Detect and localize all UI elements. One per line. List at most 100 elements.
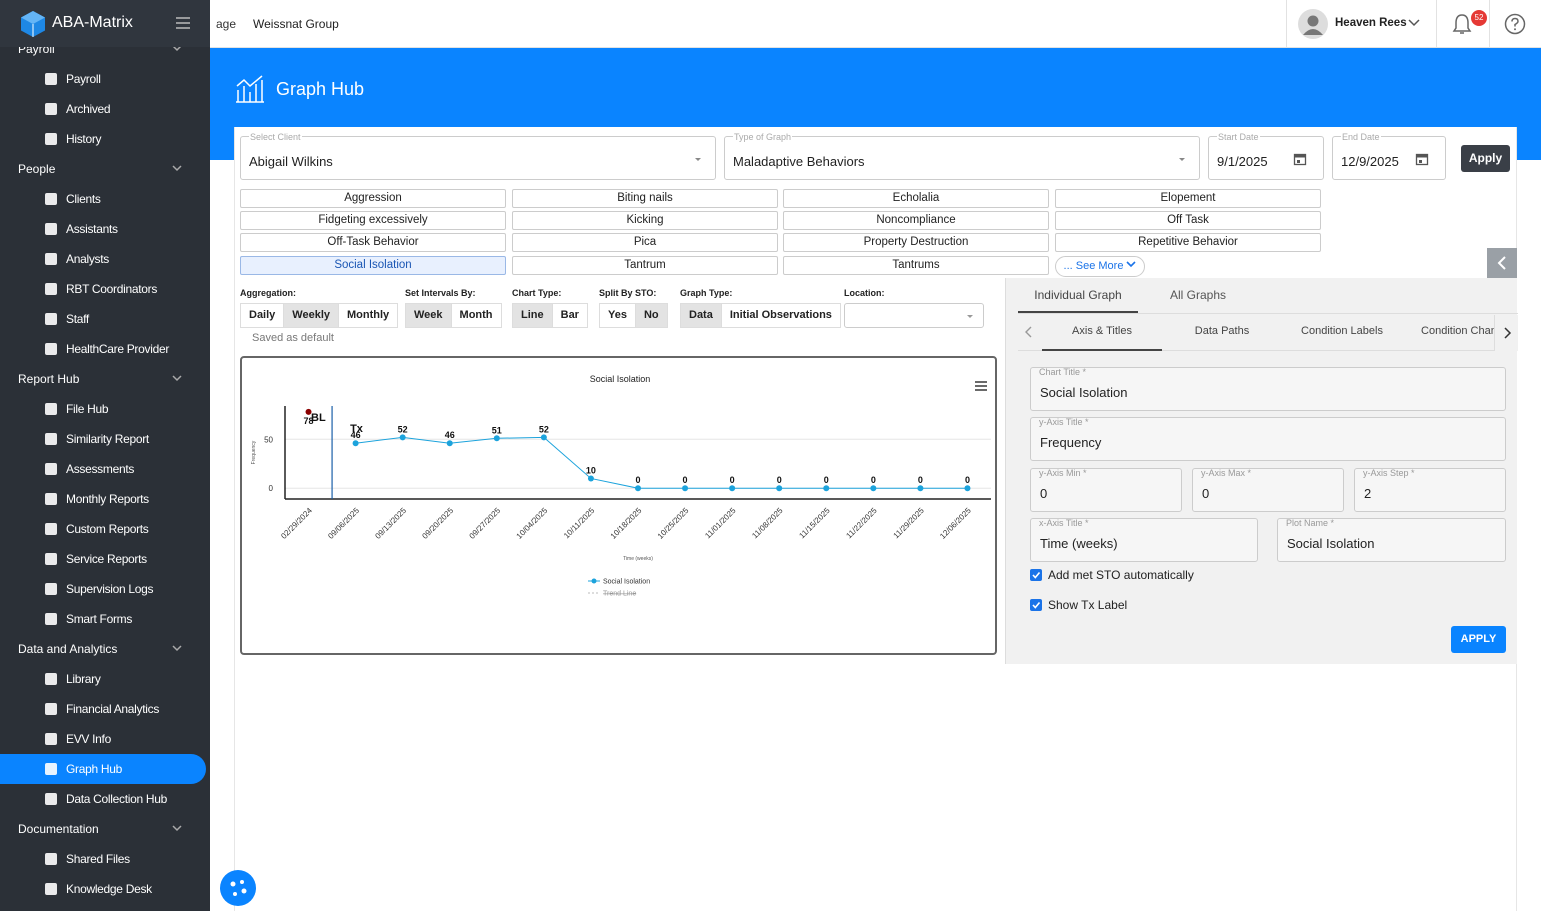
behavior-button[interactable]: Pica [512,233,778,252]
behavior-button[interactable]: Fidgeting excessively [240,211,506,230]
field-label: y-Axis Step * [1363,468,1415,478]
behavior-button[interactable]: Tantrums [783,256,1049,275]
nav-item[interactable]: Monthly Reports [66,492,149,506]
subtab[interactable]: Condition Labels [1301,325,1383,337]
see-more[interactable]: ... See More [1055,256,1145,277]
behavior-button[interactable]: Tantrum [512,256,778,275]
toggle-option[interactable]: Monthly [338,303,399,328]
avatar[interactable] [1298,9,1328,39]
behavior-button[interactable]: Echolalia [783,189,1049,208]
subtab-prev[interactable] [1024,326,1034,338]
nav-item[interactable]: HealthCare Provider [66,342,170,356]
behavior-button[interactable]: Kicking [512,211,778,230]
nav-item[interactable]: Library [66,672,101,686]
subtab[interactable]: Condition Chang [1421,325,1494,337]
toggle-option[interactable]: Initial Observations [720,303,841,328]
location-select[interactable] [844,303,984,328]
section-title[interactable]: People [18,162,56,176]
section-title[interactable]: Documentation [18,822,99,836]
filter-field[interactable]: Start Date 9/1/2025 [1208,132,1324,180]
toggle-option[interactable]: Month [450,303,502,328]
checkbox[interactable] [1030,569,1042,581]
x-tick-label: 02/29/2024 [279,506,314,541]
field-value: Frequency [1040,435,1102,450]
data-point [540,434,547,441]
nav-item[interactable]: Financial Analytics [66,702,160,716]
nav-item[interactable]: History [66,132,102,146]
section-title[interactable]: Data and Analytics [18,642,118,656]
tab[interactable]: All Graphs [1169,288,1227,302]
nav-item[interactable]: Service Reports [66,552,147,566]
divider [1489,0,1490,48]
nav-item[interactable]: Smart Forms [66,612,133,626]
toggle-option[interactable]: Week [405,303,452,328]
toggle-option[interactable]: Data [680,303,722,328]
nav-item[interactable]: Similarity Report [66,432,149,446]
behavior-button[interactable]: Social Isolation [240,256,506,275]
nav-item[interactable]: Payroll [66,72,101,86]
cookie-button[interactable] [220,870,256,906]
subtab-next[interactable] [1494,315,1518,351]
behavior-button[interactable]: Property Destruction [783,233,1049,252]
filter-field[interactable]: Select Client Abigail Wilkins [240,132,716,180]
nav-item[interactable]: Staff [66,312,89,326]
user-name[interactable]: Heaven Rees [1335,17,1407,29]
nav-item[interactable]: Data Collection Hub [66,792,168,806]
help[interactable] [1504,13,1526,35]
subtab-strip: Axis & Titles Data Paths Condition Labels C… [1042,315,1494,351]
behavior-button[interactable]: Off Task [1055,211,1321,230]
section-title[interactable]: Report Hub [18,372,80,386]
chart-menu[interactable] [975,381,987,391]
apply-button[interactable]: Apply [1461,145,1510,172]
behavior-button[interactable]: Biting nails [512,189,778,208]
form-field[interactable]: y-Axis Title * Frequency [1030,417,1506,461]
checkbox[interactable] [1030,599,1042,611]
toggle-option[interactable]: Line [512,303,553,328]
nav-item[interactable]: Assistants [66,222,118,236]
apply-button[interactable]: APPLY [1451,626,1506,653]
behavior-button[interactable]: Noncompliance [783,211,1049,230]
filter-field[interactable]: End Date 12/9/2025 [1332,132,1446,180]
toggle-option[interactable]: No [634,303,668,328]
user-chevron[interactable] [1408,18,1420,28]
toggle-option[interactable]: Weekly [283,303,340,328]
bell[interactable] [1452,13,1472,35]
nav-item[interactable]: Supervision Logs [66,582,154,596]
nav-item[interactable]: Clients [66,192,101,206]
form-field[interactable]: x-Axis Title * Time (weeks) [1030,518,1258,562]
nav-item[interactable]: Analysts [66,252,109,266]
subtab[interactable]: Axis & Titles [1072,325,1132,337]
toggle-option[interactable]: Daily [240,303,285,328]
form-field[interactable]: y-Axis Min * 0 [1030,468,1182,512]
nav-item[interactable]: EVV Info [66,732,111,746]
menu-toggle[interactable] [176,16,190,30]
nav-item[interactable]: Graph Hub [66,762,122,776]
behavior-button[interactable]: Off-Task Behavior [240,233,506,252]
data-point [305,408,312,415]
form-field[interactable]: Chart Title * Social Isolation [1030,367,1506,411]
nav-item[interactable]: RBT Coordinators [66,282,158,296]
tab-bar-line [1018,313,1518,314]
subtab-bar-line [1018,350,1518,351]
nav-item[interactable]: Archived [66,102,111,116]
toggle-option[interactable]: Yes [599,303,636,328]
behavior-button[interactable]: Repetitive Behavior [1055,233,1321,252]
tab-underline [1018,311,1138,313]
form-field[interactable]: Plot Name * Social Isolation [1277,518,1506,562]
form-field[interactable]: y-Axis Max * 0 [1192,468,1344,512]
tab[interactable]: Individual Graph [1034,288,1122,302]
nav-item[interactable]: Assessments [66,462,135,476]
collapse-button[interactable] [1487,248,1517,278]
nav-item[interactable]: Knowledge Desk [66,882,152,896]
behavior-button[interactable]: Elopement [1055,189,1321,208]
see-more-label[interactable]: ... See More [1063,260,1124,272]
subtab[interactable]: Data Paths [1194,325,1250,337]
filter-field[interactable]: Type of Graph Maladaptive Behaviors [724,132,1200,180]
behavior-button[interactable]: Aggression [240,189,506,208]
nav-item[interactable]: File Hub [66,402,109,416]
nav-item[interactable]: Custom Reports [66,522,149,536]
toggle-option[interactable]: Bar [551,303,588,328]
form-field[interactable]: y-Axis Step * 2 [1354,468,1506,512]
data-point [635,485,641,492]
nav-item[interactable]: Shared Files [66,852,130,866]
